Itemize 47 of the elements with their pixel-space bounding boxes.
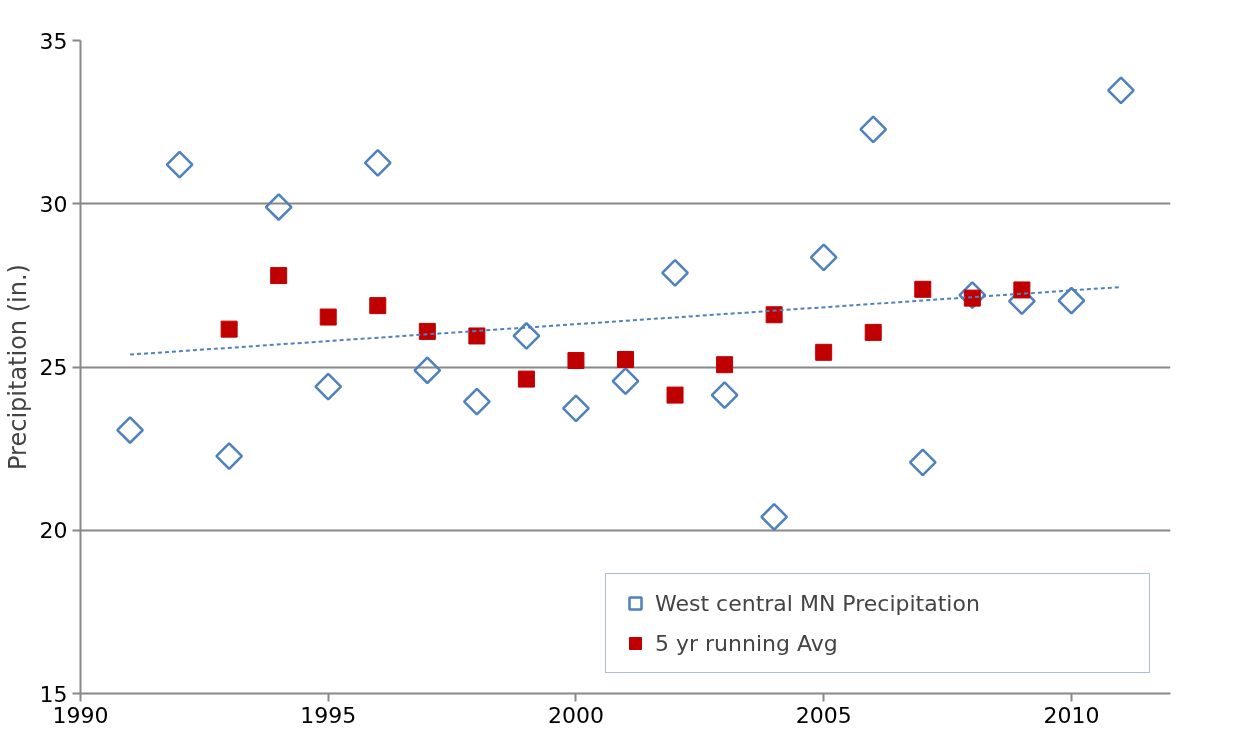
point: [165, 150, 194, 179]
point: [908, 448, 937, 477]
point: [809, 243, 838, 272]
point: [859, 115, 888, 144]
point: [462, 387, 491, 416]
legend-label: 5 yr running Avg: [655, 630, 839, 656]
point: [512, 322, 541, 350]
point: [864, 323, 882, 341]
point: [765, 306, 783, 324]
point: [314, 372, 343, 401]
point: [413, 356, 442, 385]
point: [369, 297, 387, 315]
point: [567, 351, 585, 369]
y-tick-label: 30: [39, 191, 68, 217]
y-tick-label: 25: [39, 355, 68, 380]
point: [418, 322, 436, 340]
point: [215, 442, 244, 471]
point: [270, 267, 288, 285]
legend-label: West central MN Precipitation: [655, 590, 981, 616]
point: [1057, 286, 1086, 315]
point: [611, 367, 640, 396]
y-axis-title: Precipitation (in.): [3, 264, 32, 470]
point: [617, 350, 634, 368]
x-tick-label: 2000: [547, 702, 604, 728]
point: [666, 386, 684, 404]
point: [815, 343, 833, 361]
point: [220, 320, 238, 338]
point: [1013, 281, 1031, 299]
point: [760, 502, 789, 531]
point: [914, 280, 932, 298]
point: [561, 394, 590, 423]
point: [716, 356, 734, 374]
x-tick-label: 1995: [300, 702, 357, 728]
y-tick-label: 35: [39, 28, 68, 54]
point: [264, 193, 293, 221]
y-tick-label: 20: [39, 518, 68, 544]
point: [319, 308, 337, 326]
point: [958, 281, 987, 310]
point: [116, 416, 145, 444]
point: [1106, 76, 1135, 105]
point: [517, 370, 535, 388]
point: [363, 148, 392, 177]
point: [468, 327, 486, 345]
x-tick-label: 2005: [795, 702, 852, 728]
point: [661, 258, 690, 287]
x-tick-label: 2010: [1043, 702, 1100, 728]
point: [710, 381, 739, 410]
